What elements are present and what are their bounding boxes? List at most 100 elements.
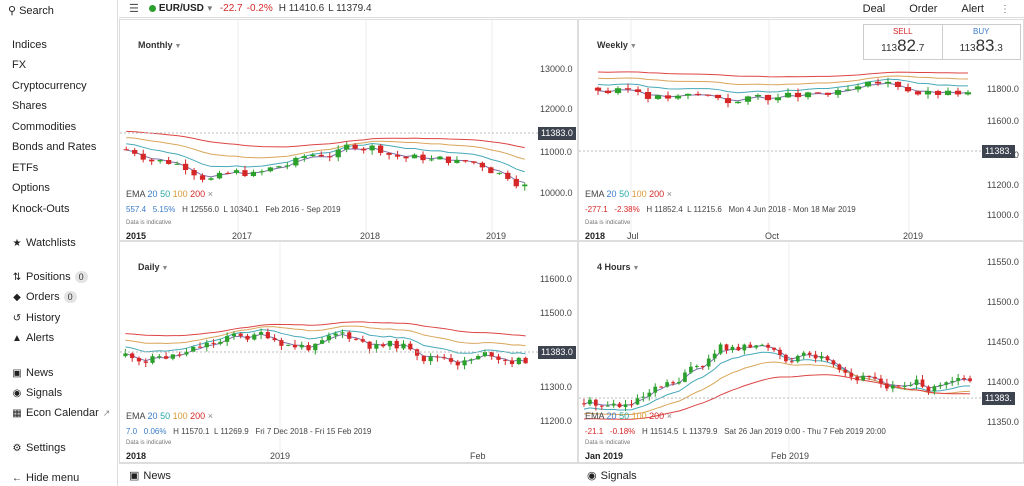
- chart-panel-daily[interactable]: Daily▼11600.011500.011400.011300.011200.…: [119, 241, 578, 463]
- sidebar-item-orders[interactable]: ◆ Orders 0: [12, 291, 77, 303]
- sidebar-item-watchlists[interactable]: ★ Watchlists: [12, 237, 76, 249]
- candle: [318, 151, 324, 157]
- close-icon[interactable]: ×: [666, 189, 672, 199]
- news-tab[interactable]: ▣ News: [129, 469, 171, 483]
- signals-tab[interactable]: ◉ Signals: [587, 469, 637, 483]
- sidebar-item-commodities[interactable]: Commodities: [12, 121, 77, 133]
- candle: [784, 353, 788, 364]
- hamburger-menu-icon[interactable]: ☰: [129, 3, 139, 15]
- sidebar-item-news[interactable]: ▣ News: [12, 367, 54, 379]
- candle: [403, 156, 409, 162]
- candle: [408, 341, 413, 351]
- candle: [736, 343, 741, 351]
- candle: [677, 377, 681, 385]
- news-icon: ▣: [129, 470, 140, 482]
- candle: [694, 364, 699, 369]
- candle: [420, 151, 426, 164]
- candle: [218, 338, 223, 346]
- chart-panel-weekly[interactable]: Weekly▼11800.011600.011400.011200.011000…: [578, 19, 1024, 241]
- y-tick-label: 11600.0: [540, 274, 572, 284]
- monthly-candlestick-chart[interactable]: [120, 20, 578, 241]
- sell-button[interactable]: SELL 11382.7: [864, 25, 943, 59]
- more-options-icon[interactable]: ⋮: [1000, 3, 1010, 15]
- day-low: L 11379.4: [328, 3, 372, 14]
- candle: [488, 166, 494, 174]
- y-tick-label: 11350.0: [987, 417, 1019, 427]
- timeframe-selector[interactable]: Weekly ▼: [597, 40, 637, 50]
- candle: [476, 354, 481, 360]
- hide-menu-button[interactable]: ← Hide menu: [12, 472, 80, 484]
- ema-legend: EMA 20 50 100 200 ×: [585, 189, 672, 199]
- timeframe-selector[interactable]: Daily ▼: [138, 262, 169, 272]
- candle: [313, 343, 318, 355]
- daily-candlestick-chart[interactable]: [120, 242, 578, 463]
- search-button[interactable]: ⚲ Search: [8, 4, 54, 18]
- candle: [455, 359, 460, 370]
- sidebar-item-etfs[interactable]: ETFs: [12, 162, 39, 174]
- close-icon[interactable]: ×: [207, 189, 213, 199]
- candle: [950, 376, 955, 387]
- sidebar-item-econ-calendar[interactable]: ▦ Econ Calendar ↗: [12, 407, 111, 419]
- weekly-candlestick-chart[interactable]: [579, 20, 1024, 241]
- sidebar-item-positions[interactable]: ⇅ Positions 0: [12, 271, 88, 283]
- sidebar-item-indices[interactable]: Indices: [12, 39, 47, 51]
- x-tick-label: Jul: [627, 231, 639, 241]
- candle: [284, 162, 290, 170]
- sidebar-item-shares[interactable]: Shares: [12, 100, 47, 112]
- candle: [764, 94, 772, 105]
- buy-button[interactable]: BUY 11383.3: [959, 27, 1003, 55]
- symbol-selector[interactable]: EUR/USD: [158, 3, 204, 14]
- deal-button[interactable]: Deal: [862, 3, 886, 15]
- candle: [748, 341, 753, 349]
- sidebar-item-history[interactable]: ↺ History: [12, 312, 61, 324]
- candle: [231, 331, 237, 340]
- chart-panel-4-hours[interactable]: 4 Hours ▼ 11550.0 11500.0 11450.0 11400.0 1135…: [578, 241, 1024, 463]
- sidebar-item-options[interactable]: Options: [12, 182, 50, 194]
- candle: [864, 81, 872, 88]
- sidebar-item-alerts[interactable]: ▲ Alerts: [12, 332, 55, 344]
- candle: [861, 372, 865, 382]
- day-high: H 11410.6: [278, 3, 325, 14]
- candle: [216, 170, 223, 180]
- chevron-down-icon[interactable]: ▼: [205, 4, 214, 13]
- sidebar-item-bonds-and-rates[interactable]: Bonds and Rates: [12, 141, 97, 153]
- timeframe-selector[interactable]: Monthly ▼: [138, 40, 182, 50]
- close-icon[interactable]: ×: [666, 411, 672, 421]
- y-tick-label: 11400.0: [987, 377, 1019, 387]
- candle: [760, 343, 764, 346]
- order-button[interactable]: Order: [909, 3, 938, 15]
- candle: [873, 372, 877, 381]
- sidebar-item-knock-outs[interactable]: Knock-Outs: [12, 203, 70, 215]
- candle: [629, 399, 634, 408]
- candle: [954, 87, 962, 97]
- sidebar-item-signals[interactable]: ◉ Signals: [12, 387, 63, 399]
- h4-candlestick-chart[interactable]: [579, 242, 1024, 463]
- timeframe-selector[interactable]: 4 Hours ▼: [597, 262, 640, 272]
- candle: [837, 363, 842, 373]
- price-change: -22.7: [219, 3, 243, 14]
- candle: [944, 87, 952, 96]
- candle: [166, 156, 172, 165]
- candle: [421, 355, 426, 365]
- sidebar-item-fx[interactable]: FX: [12, 59, 27, 71]
- candle: [344, 141, 350, 153]
- orders-count-badge: 0: [63, 291, 77, 303]
- chart-panel-monthly[interactable]: Monthly ▼ 13000.0 12000.0 11000.0 10000.0 1138…: [119, 19, 578, 241]
- data-indicative-note: Data is indicative: [126, 440, 172, 446]
- candle: [744, 95, 752, 105]
- candle: [140, 149, 146, 163]
- market-open-indicator: [148, 5, 156, 12]
- close-icon[interactable]: ×: [207, 411, 213, 421]
- candle: [225, 171, 231, 174]
- positions-count-badge: 0: [74, 271, 88, 283]
- x-tick-label: Feb 2019: [771, 451, 810, 461]
- sidebar-item-cryptocurrency[interactable]: Cryptocurrency: [12, 80, 87, 92]
- sidebar-item-settings[interactable]: ⚙ Settings: [12, 442, 66, 454]
- trade-ticket: SELL 11382.7 BUY 11383.3: [863, 24, 1021, 60]
- candle: [238, 332, 243, 339]
- sidebar: ⚲ Search Indices FX Cryptocurrency Shares Co…: [0, 0, 118, 486]
- candle: [794, 88, 802, 102]
- alert-button[interactable]: Alert: [961, 3, 984, 15]
- candle: [386, 152, 392, 160]
- candle: [814, 92, 822, 94]
